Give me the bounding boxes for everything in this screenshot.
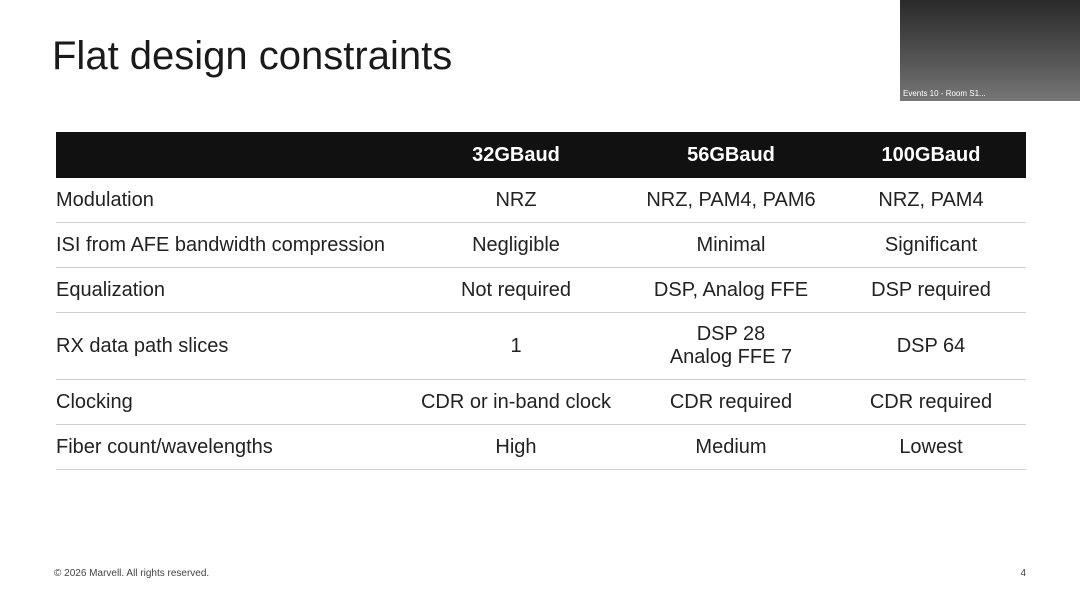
- table-row: Equalization Not required DSP, Analog FFE D…: [56, 268, 1026, 313]
- header-cell: 32GBaud: [472, 143, 560, 166]
- table-cell: Minimal: [696, 233, 766, 256]
- table-row: RX data path slices 1 DSP 28 Analog FFE 7 DS…: [56, 313, 1026, 380]
- header-cell: 100GBaud: [881, 143, 981, 166]
- table-cell: ISI from AFE bandwidth compression: [56, 233, 386, 256]
- table-cell: CDR required: [669, 390, 793, 413]
- table-cell: 1: [510, 334, 522, 357]
- table-row: Clocking CDR or in-band clock CDR required…: [56, 380, 1026, 425]
- table-cell: DSP required: [871, 278, 991, 301]
- cell-line: DSP 28: [696, 323, 766, 345]
- table-cell: Not required: [460, 278, 572, 301]
- table-row: Fiber count/wavelengths High Medium Lowest: [56, 425, 1026, 470]
- table-cell: DSP 64: [896, 334, 966, 357]
- header-cell: 56GBaud: [687, 143, 775, 166]
- table-cell: Modulation: [56, 188, 154, 211]
- table-cell: Medium: [695, 435, 767, 458]
- table-cell: Negligible: [472, 233, 560, 256]
- table-cell: Clocking: [56, 390, 133, 413]
- video-thumbnail: Events 10 - Room S1...: [900, 0, 1080, 101]
- table-cell: Equalization: [56, 278, 165, 301]
- table-cell: RX data path slices: [56, 334, 229, 357]
- table-cell: NRZ: [495, 188, 537, 211]
- table-cell: NRZ, PAM4: [878, 188, 984, 211]
- table-row: Modulation NRZ NRZ, PAM4, PAM6 NRZ, PAM4: [56, 178, 1026, 223]
- page-number: 4: [1020, 568, 1026, 579]
- table-row: ISI from AFE bandwidth compression Neglig…: [56, 223, 1026, 268]
- footer: © 2026 Marvell. All rights reserved.: [54, 568, 210, 579]
- table-cell: High: [495, 435, 537, 458]
- table-cell: DSP, Analog FFE: [653, 278, 809, 301]
- table-cell: CDR or in-band clock: [420, 390, 612, 413]
- table: 32GBaud 56GBaud 100GBaud Modulation NRZ NRZ, …: [56, 132, 1026, 470]
- table-cell: Significant: [884, 233, 978, 256]
- table-cell: Fiber count/wavelengths: [56, 435, 273, 458]
- video-caption: Events 10 - Room S1...: [903, 89, 986, 98]
- cell-line: Analog FFE 7: [669, 346, 793, 368]
- table-cell: NRZ, PAM4, PAM6: [646, 188, 816, 211]
- table-cell: Lowest: [899, 435, 963, 458]
- slide-title: Flat design constraints: [52, 34, 453, 78]
- table-cell: DSP 28 Analog FFE 7: [616, 323, 846, 369]
- table-cell: CDR required: [869, 390, 993, 413]
- table-header: 32GBaud 56GBaud 100GBaud: [56, 132, 1026, 178]
